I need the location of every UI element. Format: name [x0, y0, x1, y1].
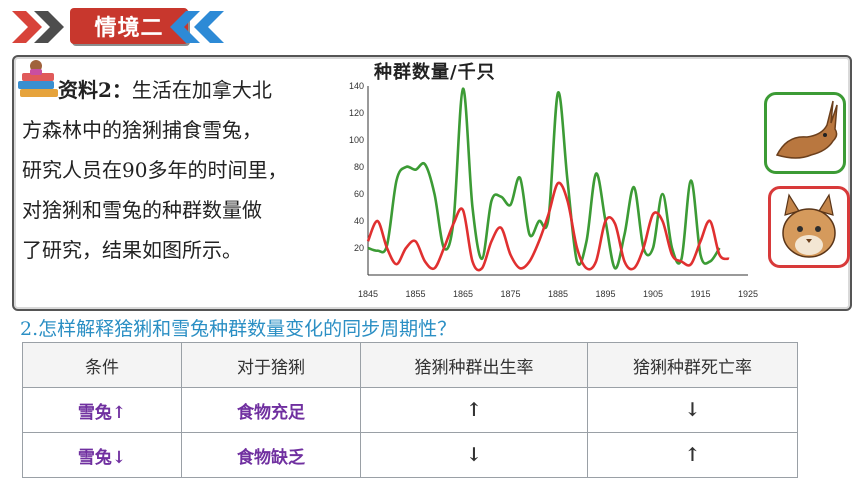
table-cell: ↓ — [360, 432, 588, 478]
x-tick-label: 1925 — [738, 289, 758, 299]
y-tick-label: 20 — [354, 243, 364, 253]
chart-title: 种群数量/千只 — [374, 62, 496, 83]
y-tick-label: 40 — [354, 216, 364, 226]
table-header-row: 条件 对于猞猁 猞猁种群出生率 猞猁种群死亡率 — [22, 342, 798, 388]
header-cell: 对于猞猁 — [181, 342, 361, 388]
question-text: 2.怎样解释猞猁和雪兔种群数量变化的同步周期性？ — [20, 318, 457, 340]
lynx-icon — [782, 193, 836, 258]
material-line: 生活在加拿大北 — [131, 78, 272, 102]
chevron-left-icon — [170, 11, 224, 43]
x-tick-label: 1905 — [643, 289, 663, 299]
lynx-image-frame — [768, 186, 850, 268]
chevron-right-icon — [12, 11, 64, 43]
table-cell: 食物充足 — [181, 387, 361, 433]
y-tick-label: 120 — [349, 108, 364, 118]
hare-series-line — [367, 87, 721, 270]
material-line: 研究人员在90多年的时间里， — [22, 158, 288, 182]
population-chart: 20 40 60 80 100 120 140 1845 1855 1865 1875 1885 189… — [349, 81, 758, 299]
x-tick-label: 1845 — [358, 289, 378, 299]
result-table: 条件 对于猞猁 猞猁种群出生率 猞猁种群死亡率 雪兔↑ 食物充足 ↑ ↓ 雪兔↓… — [22, 342, 798, 478]
material-line: 了研究，结果如图所示。 — [22, 238, 242, 262]
x-tick-label: 1895 — [595, 289, 615, 299]
table-row: 雪兔↓ 食物缺乏 ↓ ↑ — [22, 432, 798, 478]
table-cell: ↓ — [587, 387, 798, 433]
x-tick-label: 1915 — [690, 289, 710, 299]
x-tick-label: 1875 — [500, 289, 520, 299]
x-tick-label: 1865 — [453, 289, 473, 299]
hare-image-frame — [764, 92, 846, 174]
table-cell: 食物缺乏 — [181, 432, 361, 478]
hare-icon — [775, 100, 838, 159]
lynx-series-line — [366, 181, 730, 272]
books-icon — [18, 60, 58, 97]
table-cell: ↑ — [360, 387, 588, 433]
table-cell: 雪兔↑ — [22, 387, 182, 433]
material-line: 对猞猁和雪兔的种群数量做 — [22, 198, 262, 222]
section-title: 情境二 — [70, 8, 188, 44]
header-bar: 情境二 — [0, 0, 860, 46]
y-tick-label: 80 — [354, 162, 364, 172]
header-cell: 条件 — [22, 342, 182, 388]
y-tick-label: 100 — [349, 135, 364, 145]
table-cell: 雪兔↓ — [22, 432, 182, 478]
header-cell: 猞猁种群出生率 — [360, 342, 588, 388]
table-row: 雪兔↑ 食物充足 ↑ ↓ — [22, 387, 798, 433]
table-cell: ↑ — [587, 432, 798, 478]
header-cell: 猞猁种群死亡率 — [587, 342, 798, 388]
y-tick-label: 140 — [349, 81, 364, 91]
x-tick-label: 1855 — [405, 289, 425, 299]
x-tick-label: 1885 — [548, 289, 568, 299]
material-label: 资料2： — [58, 78, 132, 102]
material-line: 方森林中的猞猁捕食雪兔， — [22, 118, 262, 142]
material-passage: 资料2：生活在加拿大北 方森林中的猞猁捕食雪兔， 研究人员在90多年的时间里， … — [22, 70, 340, 270]
y-tick-label: 60 — [354, 189, 364, 199]
